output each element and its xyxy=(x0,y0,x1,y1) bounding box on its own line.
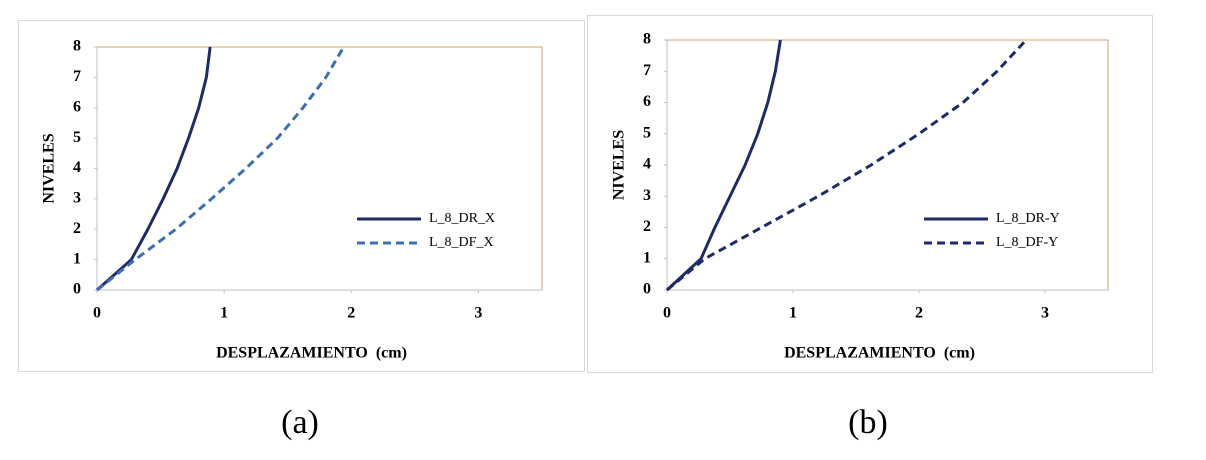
y-tick-label: 8 xyxy=(643,31,651,48)
x-tick-label: 0 xyxy=(663,305,671,322)
y-tick-label: 0 xyxy=(73,281,81,298)
x-tick-label: 3 xyxy=(1041,305,1049,322)
y-axis-label: NIVELES xyxy=(611,130,628,200)
x-axis-label: DESPLAZAMIENTO (cm) xyxy=(784,345,975,362)
y-tick-label: 3 xyxy=(73,190,81,207)
y-tick-label: 3 xyxy=(643,187,651,204)
y-tick-label: 6 xyxy=(73,98,81,115)
y-tick-label: 2 xyxy=(643,218,651,235)
series-line xyxy=(96,46,212,292)
chart-box xyxy=(587,15,1153,373)
y-tick-label: 4 xyxy=(643,156,651,173)
caption: (a) xyxy=(281,404,319,441)
y-tick-label: 5 xyxy=(643,124,651,141)
y-tick-label: 1 xyxy=(643,249,651,266)
x-tick-label: 1 xyxy=(220,305,228,322)
series-line xyxy=(96,46,345,292)
y-tick-label: 6 xyxy=(643,93,651,110)
series-line xyxy=(665,39,782,292)
caption: (b) xyxy=(848,404,888,441)
legend-label: L_8_DF_X xyxy=(429,235,494,250)
legend-label: L_8_DR_X xyxy=(429,211,495,226)
y-tick-label: 0 xyxy=(643,281,651,298)
legend-label: L_8_DR-Y xyxy=(996,211,1060,226)
y-tick-label: 8 xyxy=(73,38,81,55)
x-tick-label: 2 xyxy=(915,305,923,322)
series-line xyxy=(666,38,1028,292)
y-tick-label: 2 xyxy=(73,220,81,237)
y-tick-label: 1 xyxy=(73,250,81,267)
x-axis-label: DESPLAZAMIENTO (cm) xyxy=(216,345,407,362)
y-tick-label: 5 xyxy=(73,129,81,146)
legend-label: L_8_DF-Y xyxy=(996,235,1058,250)
x-tick-label: 0 xyxy=(93,305,101,322)
y-tick-label: 4 xyxy=(73,159,81,176)
x-tick-label: 1 xyxy=(789,305,797,322)
x-tick-label: 3 xyxy=(474,305,482,322)
y-tick-label: 7 xyxy=(73,68,81,85)
y-axis-label: NIVELES xyxy=(41,133,58,203)
chart-box xyxy=(18,20,585,372)
y-tick-label: 7 xyxy=(643,62,651,79)
x-tick-label: 2 xyxy=(347,305,355,322)
